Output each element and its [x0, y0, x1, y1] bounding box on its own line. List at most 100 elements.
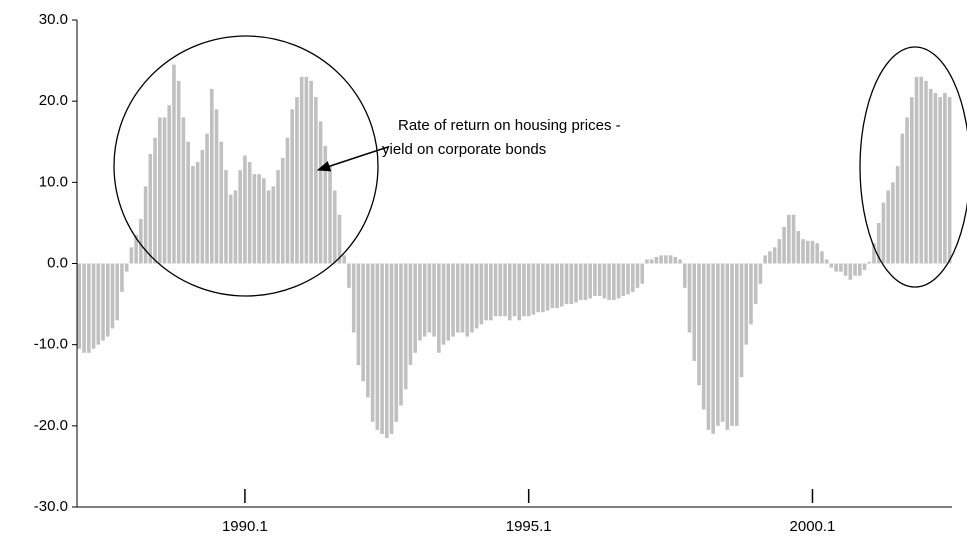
bar [257, 174, 261, 264]
bar [857, 263, 862, 276]
bar [162, 117, 167, 264]
bar [782, 226, 786, 264]
bar [266, 190, 271, 264]
bar [886, 190, 890, 264]
bar [332, 190, 337, 264]
annotation: Rate of return on housing prices - [398, 117, 621, 134]
bar [839, 263, 843, 272]
bar [143, 186, 148, 264]
bar [578, 263, 583, 301]
bar [791, 214, 796, 264]
bar [834, 263, 838, 272]
bar [711, 263, 715, 434]
bar [593, 263, 597, 296]
bar [172, 64, 176, 264]
bar [900, 133, 905, 264]
bar [243, 155, 247, 264]
bar [867, 261, 872, 264]
bar [479, 263, 484, 325]
bar [309, 80, 313, 264]
x-tick-label: 1990.1 [222, 518, 268, 535]
bar [928, 88, 933, 264]
bar [583, 263, 588, 301]
bar [706, 263, 711, 430]
bar [588, 263, 592, 299]
bar [493, 263, 498, 317]
bar [560, 263, 564, 307]
bar [829, 263, 834, 268]
bar [385, 263, 389, 439]
bar [777, 239, 782, 264]
bar [597, 263, 602, 296]
bar [612, 263, 616, 301]
bar [536, 263, 540, 313]
bar [701, 263, 706, 410]
bar [531, 263, 536, 315]
bar [796, 231, 801, 264]
bar [295, 97, 299, 264]
bar [205, 133, 209, 264]
bar [517, 263, 522, 321]
bar [432, 263, 436, 337]
bar [574, 263, 578, 303]
bar [247, 162, 252, 264]
bar [228, 194, 233, 264]
bar [654, 257, 659, 264]
bar [545, 263, 550, 311]
bar [280, 157, 285, 264]
bar [735, 263, 739, 426]
bar [697, 263, 701, 386]
bar [659, 255, 663, 264]
highlight-ellipse [859, 46, 967, 288]
bar [134, 235, 138, 264]
bar [186, 141, 190, 264]
bar [919, 76, 924, 264]
bar [361, 263, 365, 382]
bar [645, 259, 649, 264]
bar [214, 109, 219, 264]
bar [725, 263, 730, 430]
bar [238, 170, 242, 264]
bar [640, 263, 644, 284]
bar [276, 170, 280, 264]
bar [271, 186, 276, 264]
bar [314, 97, 318, 264]
bar [446, 263, 451, 341]
bar [503, 263, 507, 317]
bar [157, 117, 162, 264]
bar [635, 263, 640, 288]
bar [758, 263, 763, 284]
bar [891, 182, 895, 264]
bar [749, 263, 753, 325]
bar [323, 145, 328, 264]
bar [678, 259, 682, 264]
bar [413, 263, 417, 353]
bar [101, 263, 105, 341]
bar [564, 263, 569, 305]
bar [474, 263, 479, 329]
bar [167, 105, 172, 264]
bar [399, 263, 403, 406]
bar [219, 141, 224, 264]
bar [77, 263, 82, 349]
bar [933, 93, 938, 264]
bar [465, 263, 469, 337]
bar [437, 263, 441, 353]
y-tick-label: 20.0 [39, 92, 68, 109]
bar [124, 263, 129, 272]
bar [441, 263, 446, 345]
bar [224, 170, 228, 264]
y-tick-label: -10.0 [34, 336, 68, 353]
bar [787, 214, 791, 264]
bar [550, 263, 555, 309]
bar [408, 263, 413, 365]
bar [210, 88, 214, 264]
bar [356, 263, 361, 365]
bar [630, 263, 635, 292]
bar [772, 247, 777, 264]
bar [687, 263, 692, 333]
bar [692, 263, 697, 361]
bar [370, 263, 375, 422]
bar [848, 263, 853, 280]
bar [489, 263, 493, 321]
